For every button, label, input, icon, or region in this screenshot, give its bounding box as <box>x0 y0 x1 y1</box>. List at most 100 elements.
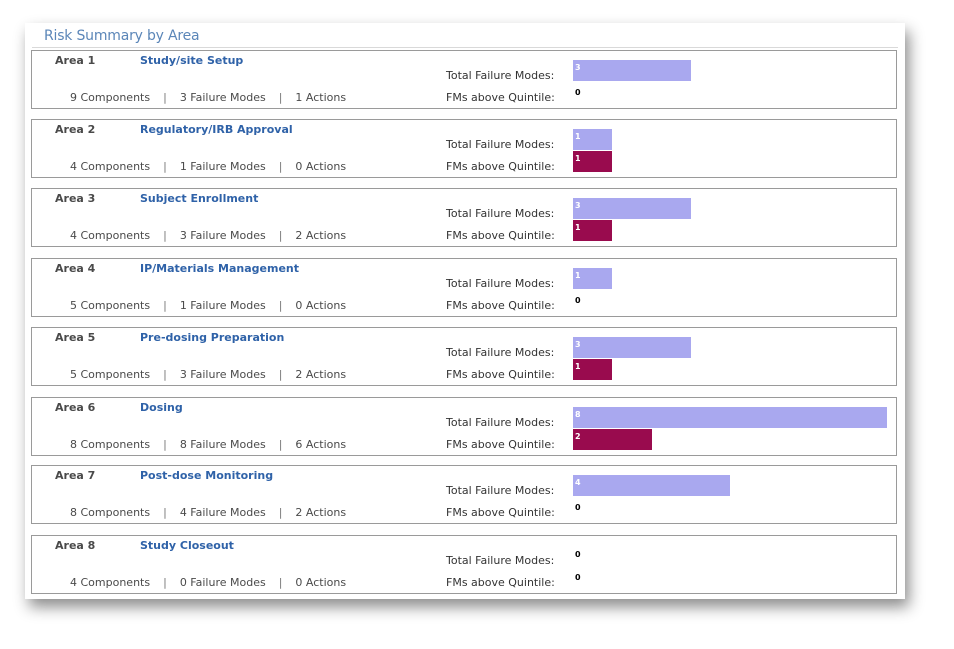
failure-modes-count: 3 Failure Modes <box>179 229 266 242</box>
components-count: 4 Components <box>70 229 151 242</box>
actions-count: 2 Actions <box>295 506 347 519</box>
stats-separator: | <box>163 229 167 242</box>
components-count: 5 Components <box>70 368 151 381</box>
stats-separator: | <box>163 368 167 381</box>
actions-count: 0 Actions <box>295 299 347 312</box>
fms-above-quintile-label: FMs above Quintile: <box>446 91 555 104</box>
area-number: Area 5 <box>55 331 96 344</box>
area-number: Area 4 <box>55 262 96 275</box>
fms-above-quintile-label: FMs above Quintile: <box>446 368 555 381</box>
stats-separator: | <box>278 438 283 451</box>
total-failure-modes-bar: 3 <box>573 198 691 219</box>
failure-modes-count: 8 Failure Modes <box>179 438 266 451</box>
stats-separator: | <box>163 91 167 104</box>
components-count: 5 Components <box>70 299 151 312</box>
stats-separator: | <box>278 160 283 173</box>
title-divider <box>32 47 898 48</box>
actions-count: 0 Actions <box>295 576 347 589</box>
components-count: 8 Components <box>70 438 151 451</box>
area-name-link[interactable]: IP/Materials Management <box>140 262 299 275</box>
stats-separator: | <box>163 438 167 451</box>
area-name-link[interactable]: Subject Enrollment <box>140 192 259 205</box>
area-row: Area 3 Subject Enrollment 4 Components | 3 F… <box>31 188 897 247</box>
failure-modes-count: 3 Failure Modes <box>179 91 266 104</box>
total-failure-modes-label: Total Failure Modes: <box>446 69 555 82</box>
total-failure-modes-label: Total Failure Modes: <box>446 554 555 567</box>
failure-modes-count: 1 Failure Modes <box>179 299 266 312</box>
total-failure-modes-label: Total Failure Modes: <box>446 207 555 220</box>
stats-separator: | <box>278 229 283 242</box>
area-stats: 5 Components | 3 Failure Modes | 2 Actions <box>70 368 346 381</box>
actions-count: 0 Actions <box>295 160 347 173</box>
area-number: Area 3 <box>55 192 96 205</box>
actions-count: 1 Actions <box>295 91 347 104</box>
actions-count: 6 Actions <box>295 438 347 451</box>
area-stats: 5 Components | 1 Failure Modes | 0 Actions <box>70 299 346 312</box>
fms-above-quintile-bar: 1 <box>573 359 612 380</box>
fms-above-quintile-value: 0 <box>575 503 581 512</box>
total-failure-modes-label: Total Failure Modes: <box>446 277 555 290</box>
total-failure-modes-bar: 8 <box>573 407 887 428</box>
components-count: 4 Components <box>70 576 151 589</box>
area-number: Area 1 <box>55 54 96 67</box>
panel-title: Risk Summary by Area <box>44 28 200 44</box>
area-row: Area 5 Pre-dosing Preparation 5 Components… <box>31 327 897 386</box>
stats-separator: | <box>163 160 167 173</box>
fms-above-quintile-value: 0 <box>575 573 581 582</box>
total-failure-modes-label: Total Failure Modes: <box>446 484 555 497</box>
fms-above-quintile-label: FMs above Quintile: <box>446 438 555 451</box>
area-stats: 8 Components | 8 Failure Modes | 6 Actions <box>70 438 346 451</box>
actions-count: 2 Actions <box>295 229 347 242</box>
stats-separator: | <box>278 299 283 312</box>
actions-count: 2 Actions <box>295 368 347 381</box>
total-failure-modes-bar: 4 <box>573 475 730 496</box>
area-row: Area 1 Study/site Setup 9 Components | 3 Fai… <box>31 50 897 109</box>
area-row: Area 6 Dosing 8 Components | 8 Failure Modes… <box>31 397 897 456</box>
failure-modes-count: 4 Failure Modes <box>179 506 266 519</box>
total-failure-modes-label: Total Failure Modes: <box>446 138 555 151</box>
fms-above-quintile-bar: 2 <box>573 429 652 450</box>
fms-above-quintile-label: FMs above Quintile: <box>446 506 555 519</box>
total-failure-modes-bar: 3 <box>573 337 691 358</box>
total-failure-modes-bar: 1 <box>573 268 612 289</box>
area-number: Area 8 <box>55 539 96 552</box>
fms-above-quintile-bar: 1 <box>573 151 612 172</box>
area-stats: 4 Components | 3 Failure Modes | 2 Actions <box>70 229 346 242</box>
area-name-link[interactable]: Study Closeout <box>140 539 234 552</box>
area-row: Area 4 IP/Materials Management 5 Component… <box>31 258 897 317</box>
area-stats: 8 Components | 4 Failure Modes | 2 Actions <box>70 506 346 519</box>
area-number: Area 7 <box>55 469 96 482</box>
stats-separator: | <box>278 91 283 104</box>
components-count: 4 Components <box>70 160 151 173</box>
area-name-link[interactable]: Dosing <box>140 401 183 414</box>
failure-modes-count: 1 Failure Modes <box>179 160 266 173</box>
area-name-link[interactable]: Post-dose Monitoring <box>140 469 274 482</box>
area-number: Area 6 <box>55 401 96 414</box>
total-failure-modes-label: Total Failure Modes: <box>446 416 555 429</box>
area-row: Area 2 Regulatory/IRB Approval 4 Component… <box>31 119 897 178</box>
area-name-link[interactable]: Regulatory/IRB Approval <box>140 123 293 136</box>
area-stats: 4 Components | 1 Failure Modes | 0 Actions <box>70 160 346 173</box>
total-failure-modes-bar: 3 <box>573 60 691 81</box>
risk-summary-panel: Risk Summary by Area Area 1 Study/site Se… <box>25 23 905 599</box>
fms-above-quintile-value: 0 <box>575 88 581 97</box>
stats-separator: | <box>163 576 167 589</box>
stats-separator: | <box>278 506 283 519</box>
area-number: Area 2 <box>55 123 96 136</box>
components-count: 9 Components <box>70 91 151 104</box>
stats-separator: | <box>278 368 283 381</box>
failure-modes-count: 3 Failure Modes <box>179 368 266 381</box>
fms-above-quintile-bar: 1 <box>573 220 612 241</box>
area-name-link[interactable]: Study/site Setup <box>140 54 244 67</box>
fms-above-quintile-label: FMs above Quintile: <box>446 229 555 242</box>
fms-above-quintile-label: FMs above Quintile: <box>446 576 555 589</box>
fms-above-quintile-label: FMs above Quintile: <box>446 160 555 173</box>
components-count: 8 Components <box>70 506 151 519</box>
area-stats: 9 Components | 3 Failure Modes | 1 Actions <box>70 91 346 104</box>
stats-separator: | <box>278 576 283 589</box>
stats-separator: | <box>163 506 167 519</box>
total-failure-modes-bar: 1 <box>573 129 612 150</box>
area-row: Area 7 Post-dose Monitoring 8 Components | 4… <box>31 465 897 524</box>
area-name-link[interactable]: Pre-dosing Preparation <box>140 331 285 344</box>
fms-above-quintile-value: 0 <box>575 296 581 305</box>
